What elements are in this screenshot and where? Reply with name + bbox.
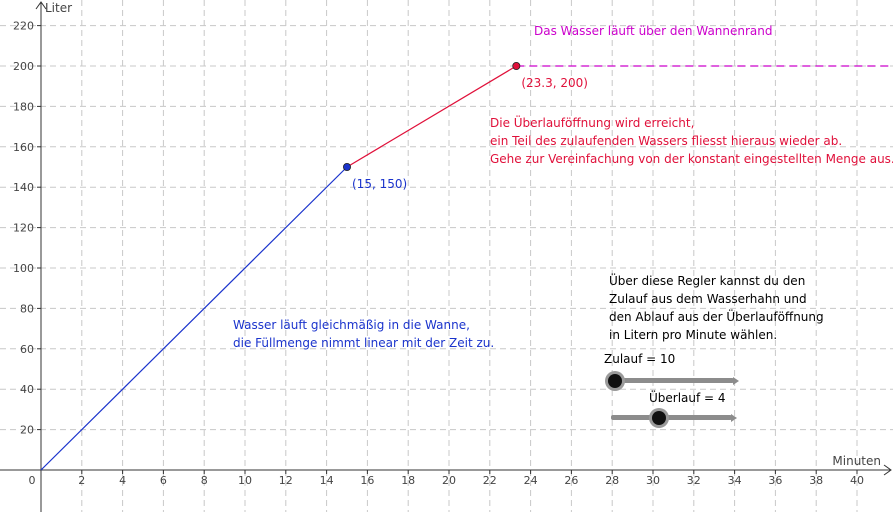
y-tick-label: 80: [20, 302, 34, 315]
y-tick-label: 20: [20, 424, 34, 437]
ueberlauf-slider-track[interactable]: [611, 415, 732, 420]
y-axis-label: Liter: [45, 1, 72, 15]
y-tick-label: 200: [13, 60, 34, 73]
x-tick-label: 30: [646, 474, 660, 487]
x-tick-label: 4: [119, 474, 126, 487]
linear-text-line: Wasser läuft gleichmäßig in die Wanne,: [233, 318, 470, 332]
data-point-label-2: (23.3, 200): [521, 76, 588, 90]
x-tick-label: 14: [320, 474, 334, 487]
instruction-line: Zulauf aus dem Wasserhahn und: [609, 292, 807, 306]
x-tick-label: 18: [401, 474, 415, 487]
overflow-title-text: Das Wasser läuft über den Wannenrand: [534, 24, 773, 38]
x-tick-label: 22: [483, 474, 497, 487]
y-tick-label: 120: [13, 222, 34, 235]
overflow-text-line: Die Überlauföffnung wird erreicht,: [490, 116, 695, 130]
overflow-explanation: Die Überlauföffnung wird erreicht, ein T…: [490, 114, 893, 168]
x-tick-label: 20: [442, 474, 456, 487]
instruction-line: Über diese Regler kannst du den: [609, 274, 806, 288]
x-tick-label: 10: [238, 474, 252, 487]
zulauf-slider-label: Zulauf = 10: [604, 352, 676, 366]
y-tick-label: 60: [20, 343, 34, 356]
series-line-1: [40, 166, 348, 471]
x-axis-label: Minuten: [832, 454, 881, 468]
origin-label: 0: [29, 474, 36, 487]
linear-explanation: Wasser läuft gleichmäßig in die Wanne, d…: [233, 316, 494, 352]
x-tick-label: 6: [160, 474, 167, 487]
x-tick-label: 16: [360, 474, 374, 487]
y-tick-label: 100: [13, 262, 34, 275]
zulauf-slider-track[interactable]: [615, 378, 734, 383]
series-line-2: [346, 65, 517, 168]
y-tick-label: 160: [13, 141, 34, 154]
zulauf-slider-arrow-icon: [733, 376, 739, 385]
y-tick-label: 40: [20, 383, 34, 396]
x-tick-label: 40: [850, 474, 864, 487]
zulauf-slider-handle[interactable]: [608, 373, 622, 388]
data-point-2: [512, 62, 521, 71]
x-tick-label: 34: [728, 474, 742, 487]
ueberlauf-slider-handle[interactable]: [652, 410, 667, 425]
x-tick-label: 38: [809, 474, 823, 487]
x-tick-label: 26: [564, 474, 578, 487]
y-axis-arrow-icon: [35, 1, 47, 10]
y-tick-label: 140: [13, 181, 34, 194]
x-tick-label: 12: [279, 474, 293, 487]
x-tick-label: 36: [768, 474, 782, 487]
x-tick-label: 2: [78, 474, 85, 487]
data-point-label-1: (15, 150): [352, 177, 407, 191]
x-tick-label: 8: [201, 474, 208, 487]
overflow-text-line: Gehe zur Vereinfachung von der konstant …: [490, 152, 893, 166]
ueberlauf-slider-label: Überlauf = 4: [649, 391, 726, 405]
ueberlauf-slider-arrow-icon: [731, 413, 737, 422]
x-axis-arrow-icon: [883, 464, 892, 476]
y-tick-label: 180: [13, 100, 34, 113]
linear-text-line: die Füllmenge nimmt linear mit der Zeit …: [233, 336, 495, 350]
x-tick-label: 24: [524, 474, 538, 487]
x-tick-label: 28: [605, 474, 619, 487]
overflow-title: Das Wasser läuft über den Wannenrand: [534, 22, 773, 40]
y-tick-label: 220: [13, 20, 34, 33]
instruction-line: in Litern pro Minute wählen.: [609, 328, 778, 342]
instruction-line: den Ablauf aus der Überlauföffnung: [609, 310, 824, 324]
data-point-1: [342, 162, 351, 171]
overflow-text-line: ein Teil des zulaufenden Wassers fliesst…: [490, 134, 843, 148]
x-tick-label: 32: [687, 474, 701, 487]
slider-instructions: Über diese Regler kannst du den Zulauf a…: [609, 272, 824, 344]
